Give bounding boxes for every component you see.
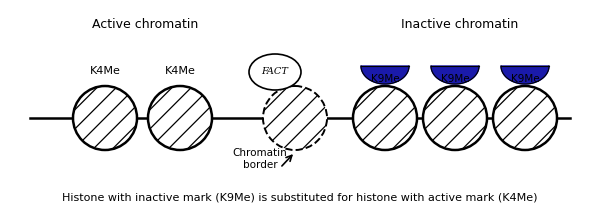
- Text: Active chromatin: Active chromatin: [92, 18, 198, 31]
- Text: K9Me: K9Me: [440, 74, 469, 84]
- Polygon shape: [501, 66, 549, 84]
- Text: Chromatin
border: Chromatin border: [233, 148, 287, 170]
- Ellipse shape: [73, 86, 137, 150]
- Ellipse shape: [353, 86, 417, 150]
- Text: Inactive chromatin: Inactive chromatin: [401, 18, 518, 31]
- Text: K9Me: K9Me: [511, 74, 539, 84]
- Text: Histone with inactive mark (K9Me) is substituted for histone with active mark (K: Histone with inactive mark (K9Me) is sub…: [62, 192, 538, 202]
- Text: HP1: HP1: [515, 53, 535, 62]
- Text: K9Me: K9Me: [371, 74, 400, 84]
- Ellipse shape: [263, 86, 327, 150]
- Polygon shape: [431, 66, 479, 84]
- Text: FACT: FACT: [262, 68, 289, 77]
- Text: K4Me: K4Me: [89, 66, 121, 76]
- Text: HP1: HP1: [376, 53, 394, 62]
- Polygon shape: [361, 66, 409, 84]
- Ellipse shape: [423, 86, 487, 150]
- Text: HP1: HP1: [446, 53, 464, 62]
- Text: K4Me: K4Me: [164, 66, 196, 76]
- Ellipse shape: [249, 54, 301, 90]
- Ellipse shape: [148, 86, 212, 150]
- Ellipse shape: [493, 86, 557, 150]
